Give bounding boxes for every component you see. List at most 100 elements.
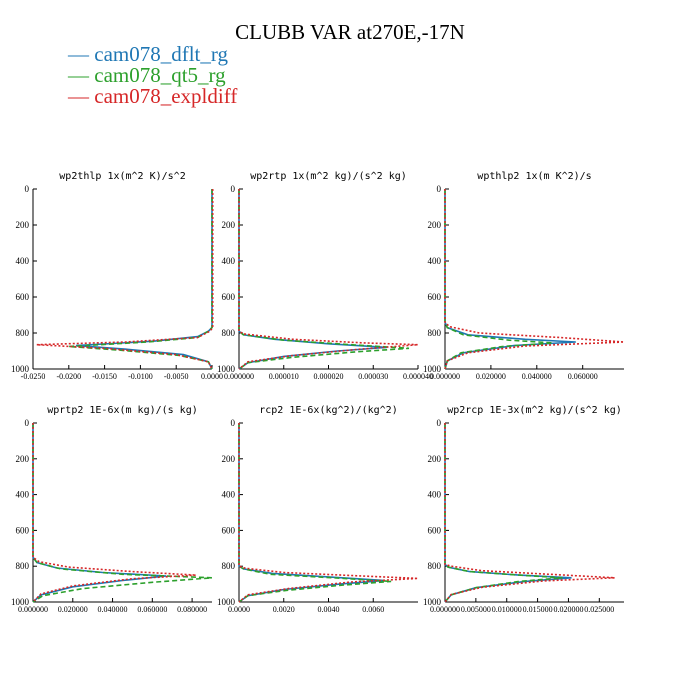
y-tick-label: 800: [16, 328, 30, 338]
y-tick-label: 800: [428, 561, 442, 571]
x-tick-label: 0.080000: [177, 605, 207, 614]
x-tick-label: 0.000030: [358, 372, 388, 381]
legend-marker-qt5: —: [68, 63, 95, 87]
x-tick-label: 0.000000: [430, 605, 460, 614]
series-line-3: [444, 423, 615, 603]
x-tick-label: 0.0020: [273, 605, 295, 614]
series-line-1: [75, 189, 213, 370]
panel-title: wp2rtp 1x(m^2 kg)/(s^2 kg): [250, 171, 407, 182]
x-tick-label: 0.020000: [553, 605, 583, 614]
y-tick-label: 400: [428, 490, 442, 500]
series-line-3: [36, 189, 214, 370]
x-tick-label: 0.040000: [522, 372, 552, 381]
panel-4: wprtp2 1E-6x(m kg)/(s kg) 0 200 400 600 800 10…: [11, 405, 213, 614]
x-tick-label: 0.040000: [98, 605, 128, 614]
x-tick-label: 0.015000: [523, 605, 553, 614]
x-tick-label: 0.000000: [18, 605, 48, 614]
y-tick-label: 0: [25, 418, 30, 428]
legend-item-dflt: — cam078_dflt_rg: [68, 44, 237, 65]
series-line-2: [238, 189, 410, 370]
y-tick-label: 800: [222, 561, 236, 571]
panel-title: wprtp2 1E-6x(m kg)/(s kg): [47, 405, 198, 416]
legend-label-dflt: cam078_dflt_rg: [94, 42, 229, 66]
y-tick-label: 1000: [423, 364, 442, 374]
x-tick-label: 0.0000: [201, 372, 223, 381]
x-tick-label: 0.000000: [224, 372, 254, 381]
x-tick-label: 0.0000: [228, 605, 250, 614]
y-tick-label: 400: [428, 256, 442, 266]
y-tick-label: 800: [16, 561, 30, 571]
x-tick-label: 0.060000: [137, 605, 167, 614]
x-tick-label: 0.025000: [584, 605, 614, 614]
series-line-2: [238, 423, 392, 603]
y-tick-label: 0: [231, 418, 236, 428]
panel-title: wpthlp2 1x(m K^2)/s: [477, 171, 591, 182]
y-tick-label: 1000: [217, 597, 236, 607]
panel-6: wp2rcp 1E-3x(m^2 kg)/(s^2 kg) 0 200 400 600 8…: [423, 405, 624, 614]
x-tick-label: 0.000020: [314, 372, 344, 381]
legend: — cam078_dflt_rg — cam078_qt5_rg — cam07…: [68, 44, 237, 107]
y-tick-label: 800: [222, 328, 236, 338]
panel-title: wp2thlp 1x(m^2 K)/s^2: [59, 171, 185, 182]
panel-title: rcp2 1E-6x(kg^2)/(kg^2): [259, 405, 397, 416]
panel-2: wp2rtp 1x(m^2 kg)/(s^2 kg) 0 200 400 600 800 1…: [217, 171, 433, 381]
y-tick-label: 200: [16, 454, 30, 464]
y-tick-label: 200: [16, 220, 30, 230]
y-tick-label: 600: [428, 292, 442, 302]
x-tick-label: 0.0040: [318, 605, 340, 614]
panel-title: wp2rcp 1E-3x(m^2 kg)/(s^2 kg): [447, 405, 622, 416]
legend-label-expldiff: cam078_expldiff: [94, 84, 238, 108]
x-tick-label: 0.000010: [269, 372, 299, 381]
series-line-1: [444, 189, 576, 370]
series-line-2: [444, 189, 553, 370]
panel-5: rcp2 1E-6x(kg^2)/(kg^2) 0 200 400 600 800 1000…: [217, 405, 419, 614]
x-tick-label: -0.0250: [21, 372, 46, 381]
x-tick-label: 0.010000: [492, 605, 522, 614]
x-tick-label: 0.020000: [58, 605, 88, 614]
panel-3: wpthlp2 1x(m K^2)/s 0 200 400 600 800 10000.00…: [423, 171, 625, 381]
y-tick-label: 200: [428, 454, 442, 464]
x-tick-label: -0.0200: [56, 372, 81, 381]
y-tick-label: 0: [437, 418, 442, 428]
series-line-3: [444, 189, 625, 370]
x-tick-label: 0.020000: [476, 372, 506, 381]
y-tick-label: 200: [222, 454, 236, 464]
x-tick-label: 0.0060: [362, 605, 384, 614]
y-tick-label: 600: [222, 525, 236, 535]
panel-1: wp2thlp 1x(m^2 K)/s^202004006008001000-0…: [11, 171, 223, 381]
x-tick-label: 0.060000: [568, 372, 598, 381]
x-tick-label: -0.0100: [128, 372, 153, 381]
y-tick-label: 0: [25, 184, 30, 194]
y-tick-label: 400: [222, 256, 236, 266]
series-line-1: [238, 423, 385, 603]
y-tick-label: 600: [16, 525, 30, 535]
y-tick-label: 600: [222, 292, 236, 302]
y-tick-label: 600: [16, 292, 30, 302]
y-tick-label: 0: [231, 184, 236, 194]
x-tick-label: 0.000040: [403, 372, 433, 381]
legend-label-qt5: cam078_qt5_rg: [94, 63, 226, 87]
series-line-2: [444, 423, 563, 603]
legend-marker-dflt: —: [68, 42, 95, 66]
series-line-3: [32, 423, 197, 603]
legend-item-qt5: — cam078_qt5_rg: [68, 65, 237, 86]
y-tick-label: 200: [428, 220, 442, 230]
legend-marker-expldiff: —: [68, 84, 95, 108]
x-tick-label: 0.000000: [430, 372, 460, 381]
y-tick-label: 1000: [11, 364, 30, 374]
y-tick-label: 1000: [423, 597, 442, 607]
y-tick-label: 200: [222, 220, 236, 230]
x-tick-label: -0.0150: [92, 372, 117, 381]
x-tick-label: 0.005000: [461, 605, 491, 614]
y-tick-label: 1000: [11, 597, 30, 607]
y-tick-label: 0: [437, 184, 442, 194]
series-line-3: [238, 423, 419, 603]
y-tick-label: 400: [16, 490, 30, 500]
y-tick-label: 1000: [217, 364, 236, 374]
series-line-3: [238, 189, 419, 370]
y-tick-label: 600: [428, 525, 442, 535]
legend-item-expldiff: — cam078_expldiff: [68, 86, 237, 107]
x-tick-label: -0.0050: [164, 372, 189, 381]
figure-title: CLUBB VAR at270E,-17N: [235, 20, 465, 44]
